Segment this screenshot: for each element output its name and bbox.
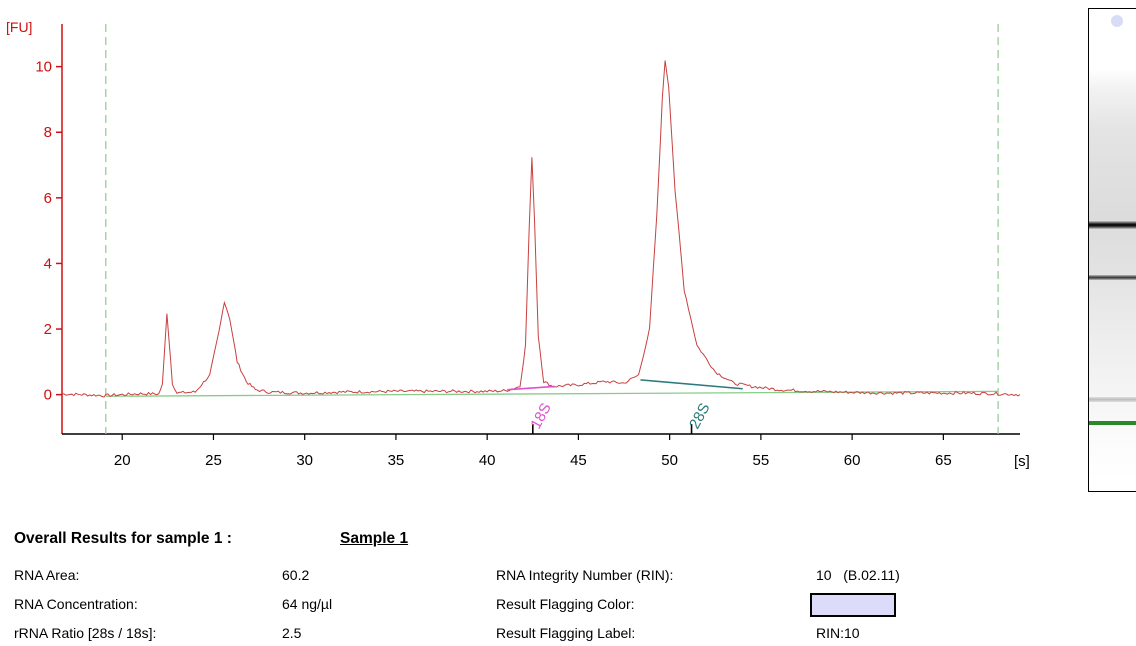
y-tick-label: 0 (44, 387, 52, 404)
x-tick-label: 55 (753, 452, 770, 469)
flag-label-value: RIN:10 (816, 625, 860, 641)
peak-overlay-layer: 18S 28S (507, 379, 743, 434)
y-axis-label: [FU] (6, 19, 32, 35)
gel-band-green-marker (1089, 421, 1136, 425)
rna-area-label: RNA Area: (14, 567, 80, 583)
rna-area-value: 60.2 (282, 567, 310, 583)
peak-label-18s: 18S (527, 400, 555, 432)
x-tick-label: 35 (388, 452, 405, 469)
peak-baseline-18s (507, 385, 555, 391)
flag-label-label: Result Flagging Label: (496, 625, 636, 641)
x-tick-label: 25 (205, 452, 222, 469)
rna-concentration-label: RNA Concentration: (14, 596, 138, 612)
gel-lane-image (1088, 8, 1136, 492)
x-tick-label: 50 (661, 452, 678, 469)
x-tick-label: 20 (114, 452, 131, 469)
flag-color-label: Result Flagging Color: (496, 596, 635, 612)
results-title: Overall Results for sample 1 : (14, 530, 232, 547)
x-tick-label: 30 (296, 452, 313, 469)
time-window-markers (105, 24, 999, 434)
x-tick-label: 40 (479, 452, 496, 469)
rna-concentration-value: 64 ng/µl (282, 596, 333, 612)
rin-value: 10 (B.02.11) (816, 567, 900, 583)
gel-band-faint (1089, 397, 1136, 402)
rrna-ratio-value: 2.5 (282, 625, 302, 641)
flag-color-swatch (810, 593, 896, 617)
x-tick-label: 45 (570, 452, 587, 469)
results-sample-name: Sample 1 (340, 530, 409, 547)
trace-layer (61, 60, 1021, 398)
gel-band-dark-thin (1089, 275, 1136, 280)
x-axis-label: [s] (1014, 453, 1030, 470)
peak-label-28s: 28S (686, 400, 714, 432)
chart-axes: 0 2 4 6 8 10 20 25 30 35 40 45 50 55 60 65 (35, 24, 1020, 469)
y-tick-label: 10 (35, 59, 52, 76)
y-tick-label: 8 (44, 124, 52, 141)
gel-band-dark-thick (1089, 221, 1136, 229)
y-tick-label: 2 (44, 321, 52, 338)
peak-baseline-28s (640, 379, 743, 390)
y-tick-label: 4 (44, 255, 52, 272)
y-tick-label: 6 (44, 190, 52, 207)
rrna-ratio-label: rRNA Ratio [28s / 18s]: (14, 625, 157, 641)
trace-line (61, 60, 1021, 398)
rin-label: RNA Integrity Number (RIN): (496, 567, 674, 583)
gel-marker-dot (1111, 15, 1123, 27)
x-tick-label: 60 (844, 452, 861, 469)
x-tick-label: 65 (935, 452, 952, 469)
